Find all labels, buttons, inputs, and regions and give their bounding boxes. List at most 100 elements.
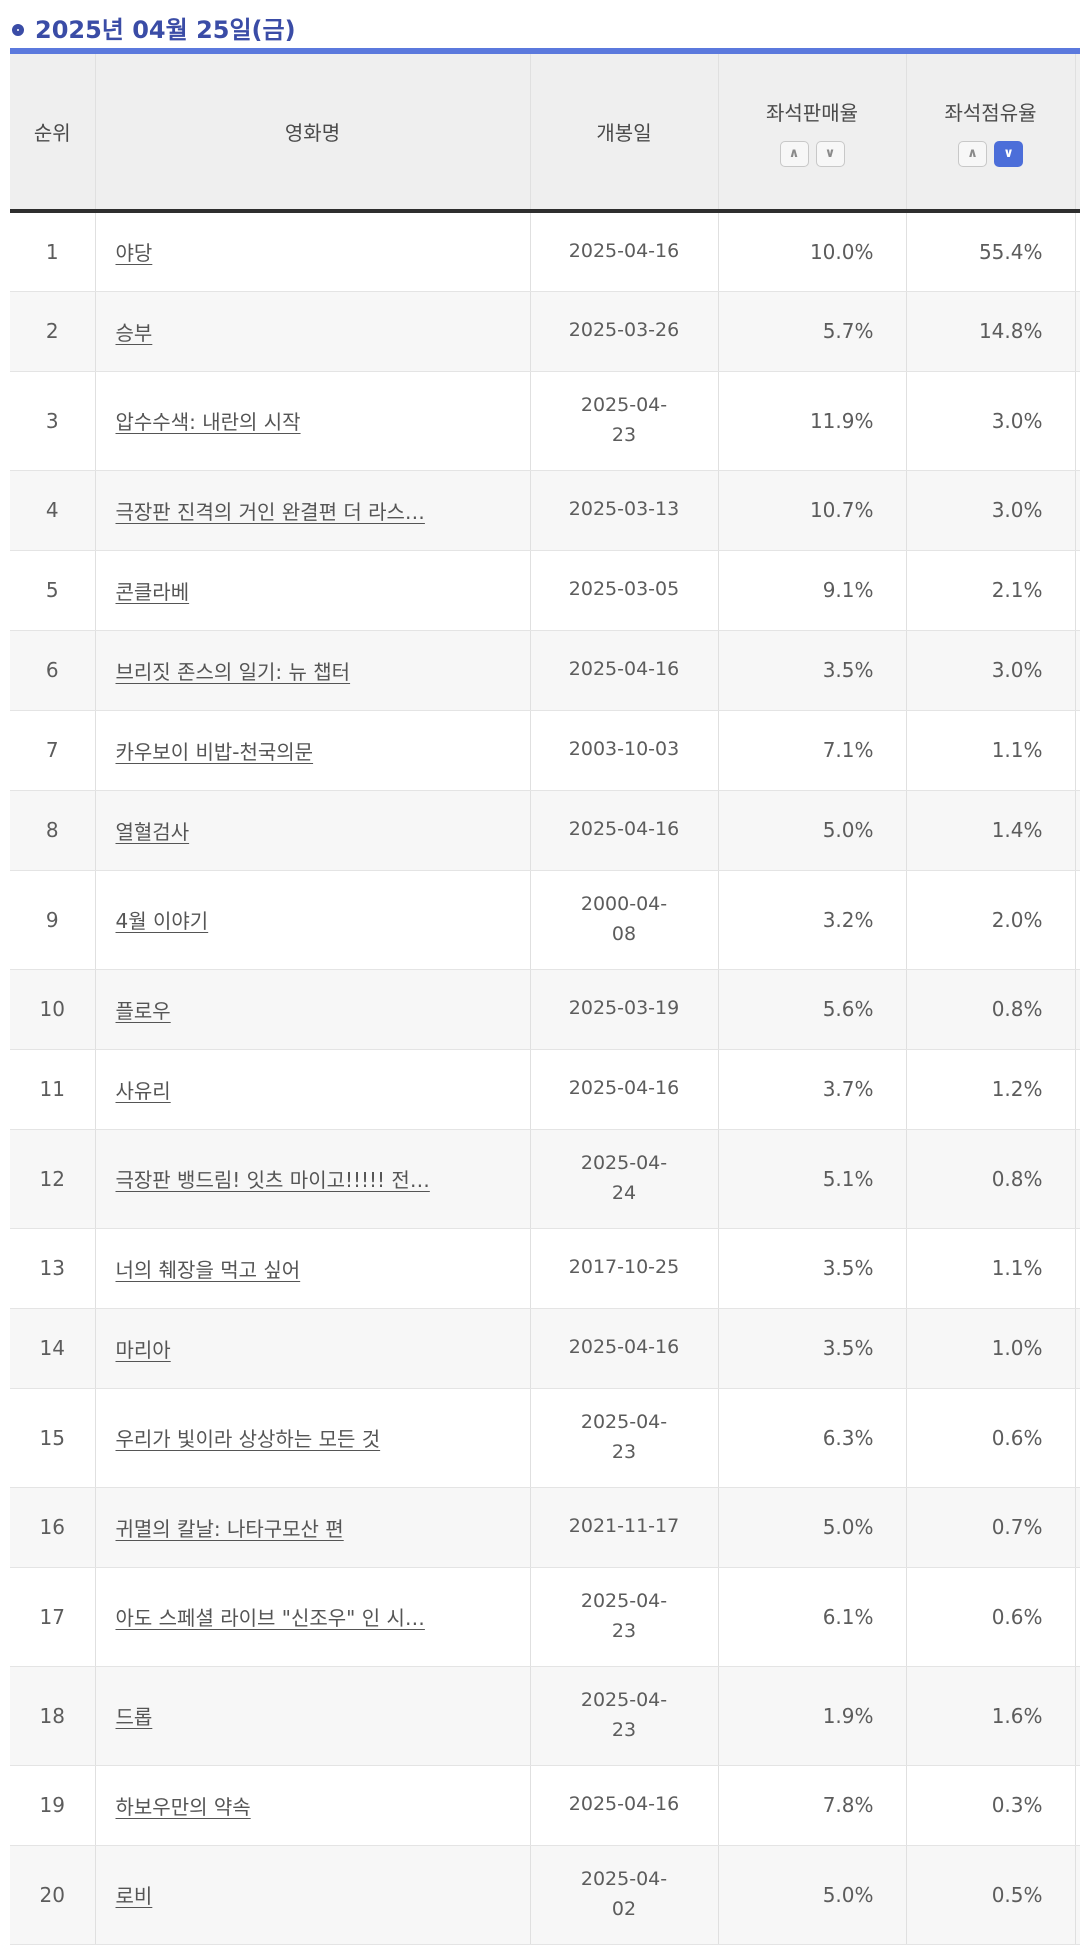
col-rank-label: 순위 bbox=[33, 121, 71, 145]
sliver-cell bbox=[1074, 371, 1080, 471]
release-date-line1: 2025-03-19 bbox=[568, 997, 680, 1020]
seat-sales-rate-cell: 11.9% bbox=[717, 371, 906, 471]
col-occupancy-label: 좌석점유율 bbox=[944, 100, 1037, 125]
seat-occupancy-rate-cell: 0.3% bbox=[905, 1765, 1075, 1846]
sliver-cell bbox=[1074, 969, 1080, 1050]
release-date-cell: 2025-04-16 bbox=[529, 211, 718, 292]
release-date-cell: 2021-11-17 bbox=[529, 1487, 718, 1568]
movie-title-cell: 카우보이 비밥-천국의문 bbox=[94, 710, 530, 791]
sliver-cell bbox=[1074, 291, 1080, 372]
page-title-row: 2025년 04월 25일(금) bbox=[0, 0, 1080, 48]
release-date-cell: 2025-04- 23 bbox=[529, 1567, 718, 1667]
table-row: 19 하보우만의 약속 2025-04-16 7.8% 0.3% bbox=[10, 1765, 1080, 1846]
movie-title-cell: 승부 bbox=[94, 291, 530, 372]
movie-title-cell: 열혈검사 bbox=[94, 790, 530, 871]
release-date-cell: 2025-04-16 bbox=[529, 1308, 718, 1389]
movie-title-link[interactable]: 우리가 빛이라 상상하는 모든 것 bbox=[115, 1427, 381, 1451]
release-date-line2: 24 bbox=[611, 1181, 637, 1204]
movie-title-cell: 플로우 bbox=[94, 969, 530, 1050]
table-row: 4 극장판 진격의 거인 완결편 더 라스… 2025-03-13 10.7% … bbox=[10, 470, 1080, 551]
seat-occupancy-rate-cell: 3.0% bbox=[905, 371, 1075, 471]
chevron-down-icon: ∨ bbox=[1003, 146, 1014, 161]
occupancy-sort-desc-button[interactable]: ∨ bbox=[994, 140, 1023, 167]
chevron-up-icon: ∧ bbox=[967, 146, 978, 161]
movie-title-link[interactable]: 야당 bbox=[115, 241, 153, 266]
release-date-line2: 23 bbox=[611, 1619, 637, 1642]
rank-cell: 8 bbox=[10, 790, 95, 871]
seat-sales-rate-cell: 5.1% bbox=[717, 1129, 906, 1229]
movie-title-link[interactable]: 승부 bbox=[115, 320, 153, 345]
release-date-cell: 2000-04- 08 bbox=[529, 870, 718, 970]
sales-sort-asc-button[interactable]: ∧ bbox=[779, 140, 809, 167]
seat-sales-rate-cell: 3.5% bbox=[717, 1308, 906, 1389]
table-row: 12 극장판 뱅드림! 잇츠 마이고!!!!! 전… 2025-04- 24 5.… bbox=[10, 1129, 1080, 1229]
table-row: 9 4월 이야기 2000-04- 08 3.2% 2.0% bbox=[10, 870, 1080, 970]
occupancy-sort-asc-button[interactable]: ∧ bbox=[958, 140, 987, 167]
release-date-line1: 2025-04- bbox=[580, 1689, 668, 1712]
release-date-cell: 2025-04- 24 bbox=[529, 1129, 718, 1229]
release-date-line1: 2025-03-05 bbox=[568, 578, 680, 601]
movie-title-cell: 사유리 bbox=[94, 1049, 530, 1130]
sales-sort-desc-button[interactable]: ∨ bbox=[815, 140, 845, 167]
release-date-cell: 2025-04-16 bbox=[529, 630, 718, 711]
movie-title-cell: 마리아 bbox=[94, 1308, 530, 1389]
table-row: 3 압수수색: 내란의 시작 2025-04- 23 11.9% 3.0% bbox=[10, 371, 1080, 471]
release-date-cell: 2025-03-26 bbox=[529, 291, 718, 372]
seat-occupancy-rate-cell: 3.0% bbox=[905, 630, 1075, 711]
movie-title-link[interactable]: 너의 췌장을 먹고 싶어 bbox=[115, 1257, 301, 1282]
movie-title-link[interactable]: 아도 스페셜 라이브 "신조우" 인 시… bbox=[115, 1606, 425, 1630]
movie-title-link[interactable]: 브리짓 존스의 일기: 뉴 챕터 bbox=[115, 659, 351, 684]
col-occupancy-header: 좌석점유율 ∧ ∨ bbox=[905, 51, 1075, 213]
sliver-cell bbox=[1074, 1765, 1080, 1846]
movie-title-link[interactable]: 하보우만의 약속 bbox=[115, 1794, 251, 1819]
movie-title-link[interactable]: 4월 이야기 bbox=[115, 909, 209, 933]
movie-title-link[interactable]: 로비 bbox=[115, 1884, 153, 1908]
movie-title-link[interactable]: 콘클라베 bbox=[115, 579, 190, 604]
sliver-cell bbox=[1074, 1129, 1080, 1229]
release-date-cell: 2025-04- 02 bbox=[529, 1845, 718, 1945]
rank-cell: 7 bbox=[10, 710, 95, 791]
movie-title-cell: 우리가 빛이라 상상하는 모든 것 bbox=[94, 1388, 530, 1488]
table-row: 1 야당 2025-04-16 10.0% 55.4% bbox=[10, 211, 1080, 292]
table-row: 20 로비 2025-04- 02 5.0% 0.5% bbox=[10, 1845, 1080, 1945]
movie-title-link[interactable]: 플로우 bbox=[115, 998, 171, 1023]
table-row: 10 플로우 2025-03-19 5.6% 0.8% bbox=[10, 969, 1080, 1050]
rank-cell: 12 bbox=[10, 1129, 95, 1229]
seat-sales-rate-cell: 5.7% bbox=[717, 291, 906, 372]
release-date-line2: 23 bbox=[611, 1440, 637, 1463]
seat-sales-rate-cell: 3.5% bbox=[717, 1228, 906, 1309]
rank-cell: 17 bbox=[10, 1567, 95, 1667]
movie-title-link[interactable]: 마리아 bbox=[115, 1337, 171, 1362]
seat-sales-rate-cell: 3.7% bbox=[717, 1049, 906, 1130]
movies-table: 순위 영화명 개봉일 좌석판매율 ∧ bbox=[10, 48, 1080, 1945]
release-date-cell: 2025-03-05 bbox=[529, 550, 718, 631]
release-date-line1: 2017-10-25 bbox=[568, 1256, 680, 1279]
movie-title-link[interactable]: 극장판 뱅드림! 잇츠 마이고!!!!! 전… bbox=[115, 1168, 430, 1192]
movie-title-link[interactable]: 압수수색: 내란의 시작 bbox=[115, 410, 301, 434]
table-row: 7 카우보이 비밥-천국의문 2003-10-03 7.1% 1.1% bbox=[10, 710, 1080, 791]
movie-title-cell: 로비 bbox=[94, 1845, 530, 1945]
movie-title-link[interactable]: 드롭 bbox=[115, 1705, 153, 1729]
seat-sales-rate-cell: 6.1% bbox=[717, 1567, 906, 1667]
movie-title-cell: 4월 이야기 bbox=[94, 870, 530, 970]
movie-title-link[interactable]: 열혈검사 bbox=[115, 819, 190, 844]
seat-occupancy-rate-cell: 1.2% bbox=[905, 1049, 1075, 1130]
movie-title-link[interactable]: 귀멸의 칼날: 나타구모산 편 bbox=[115, 1516, 344, 1541]
release-date-line1: 2025-04- bbox=[580, 1868, 668, 1891]
release-date-line1: 2025-04- bbox=[580, 1152, 668, 1175]
col-title-header: 영화명 bbox=[94, 51, 530, 213]
rank-cell: 4 bbox=[10, 470, 95, 551]
ring-icon bbox=[12, 23, 24, 36]
sliver-cell bbox=[1074, 1845, 1080, 1945]
movie-title-link[interactable]: 사유리 bbox=[115, 1078, 171, 1103]
sliver-cell bbox=[1074, 1666, 1080, 1766]
page-title: 2025년 04월 25일(금) bbox=[35, 15, 296, 44]
seat-sales-rate-cell: 3.2% bbox=[717, 870, 906, 970]
rank-cell: 20 bbox=[10, 1845, 95, 1945]
col-title-label: 영화명 bbox=[284, 121, 341, 145]
release-date-line1: 2025-04-16 bbox=[568, 818, 680, 841]
movie-title-link[interactable]: 카우보이 비밥-천국의문 bbox=[115, 739, 314, 764]
rank-cell: 14 bbox=[10, 1308, 95, 1389]
movie-title-link[interactable]: 극장판 진격의 거인 완결편 더 라스… bbox=[115, 499, 425, 524]
sales-sort-buttons: ∧ ∨ bbox=[779, 140, 845, 167]
